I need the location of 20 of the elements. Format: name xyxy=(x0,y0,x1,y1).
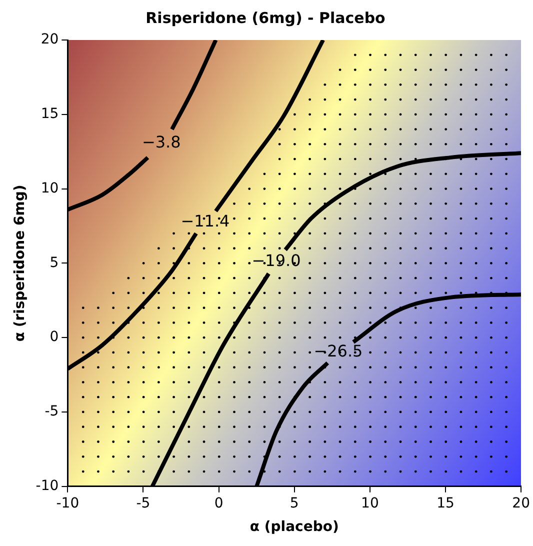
y-tick-label: 10 xyxy=(40,180,59,196)
y-tick-label: 5 xyxy=(50,254,59,271)
x-tick-label: -5 xyxy=(136,495,150,512)
x-tick-label: 15 xyxy=(436,495,454,512)
y-tick-label: 0 xyxy=(50,329,59,346)
x-tick-label: 20 xyxy=(512,495,530,512)
x-axis-title: α (placebo) xyxy=(250,519,339,536)
annotation: −26.5 xyxy=(314,342,363,361)
y-tick-label: -10 xyxy=(36,478,59,494)
y-tick-label: 20 xyxy=(40,32,59,48)
annotation: −19.0 xyxy=(252,250,301,270)
x-tick-label: 0 xyxy=(214,495,224,512)
annotation: −11.4 xyxy=(180,211,230,230)
x-tick-label: 10 xyxy=(361,495,379,512)
annotation: −3.8 xyxy=(142,132,181,152)
y-tick-label: 15 xyxy=(40,106,59,122)
y-tick-label: -5 xyxy=(44,404,59,420)
y-axis-title: α (risperidone 6mg) xyxy=(12,184,28,342)
chart-title: Risperidone (6mg) - Placebo xyxy=(146,8,386,27)
x-tick-label: 5 xyxy=(290,495,299,512)
